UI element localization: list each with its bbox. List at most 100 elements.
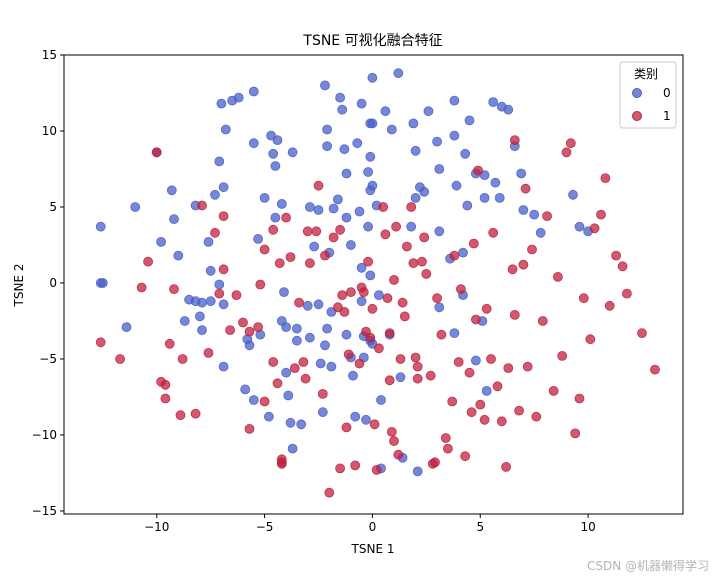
point-class-1 — [395, 354, 406, 364]
plot-frame — [63, 54, 684, 515]
point-class-1 — [419, 232, 430, 243]
point-class-0 — [356, 262, 367, 273]
point-class-0 — [367, 118, 378, 129]
y-tick-label: −5 — [39, 352, 57, 366]
point-class-1 — [302, 226, 313, 237]
point-class-0 — [460, 148, 471, 159]
point-class-0 — [335, 92, 346, 103]
point-class-0 — [516, 168, 527, 179]
point-class-0 — [361, 414, 371, 425]
point-class-0 — [423, 106, 434, 117]
point-class-1 — [169, 284, 179, 295]
point-class-1 — [527, 244, 537, 255]
point-class-0 — [345, 240, 356, 250]
point-class-0 — [218, 299, 229, 310]
point-class-1 — [391, 221, 402, 232]
point-class-0 — [304, 332, 315, 343]
point-class-1 — [350, 460, 361, 471]
point-class-0 — [281, 367, 292, 378]
point-class-0 — [367, 72, 378, 83]
point-class-0 — [205, 296, 216, 307]
y-axis: −15 −10 −5 0 5 10 15 — [32, 48, 64, 518]
point-class-0 — [449, 95, 460, 106]
point-class-0 — [365, 270, 376, 281]
point-class-1 — [259, 396, 270, 407]
y-tick-label: 15 — [42, 48, 57, 62]
point-class-1 — [410, 352, 421, 363]
point-class-1 — [255, 279, 266, 290]
point-class-0 — [354, 206, 365, 217]
point-class-1 — [412, 361, 423, 372]
point-class-1 — [537, 316, 548, 326]
point-class-1 — [363, 256, 374, 267]
point-class-0 — [348, 370, 358, 381]
point-class-0 — [449, 328, 460, 339]
point-class-1 — [486, 354, 496, 364]
point-class-0 — [233, 92, 244, 103]
y-tick-label: −10 — [32, 428, 57, 442]
point-class-1 — [475, 399, 486, 410]
point-class-1 — [203, 347, 214, 358]
point-class-0 — [376, 395, 386, 405]
point-class-1 — [531, 411, 542, 422]
point-class-1 — [197, 200, 207, 211]
point-class-1 — [468, 238, 479, 249]
point-class-0 — [276, 198, 287, 209]
point-class-1 — [447, 396, 458, 407]
point-class-0 — [419, 186, 430, 197]
point-class-0 — [304, 202, 315, 212]
point-class-1 — [565, 138, 576, 149]
point-class-0 — [408, 118, 419, 129]
point-class-0 — [197, 297, 207, 308]
points-layer — [95, 68, 660, 498]
point-class-1 — [175, 410, 186, 421]
point-class-1 — [611, 250, 621, 261]
point-class-0 — [281, 322, 292, 333]
point-class-0 — [337, 104, 348, 115]
point-class-1 — [272, 378, 283, 389]
point-class-0 — [322, 141, 333, 152]
x-axis-label: TSNE 1 — [351, 542, 395, 556]
point-class-1 — [393, 449, 404, 460]
point-class-1 — [378, 202, 389, 212]
point-class-1 — [522, 361, 533, 372]
point-class-1 — [190, 408, 201, 419]
point-class-0 — [449, 130, 460, 141]
point-class-1 — [151, 147, 162, 158]
point-class-1 — [160, 393, 171, 404]
y-tick-label: 5 — [49, 200, 57, 214]
point-class-0 — [518, 205, 529, 215]
point-class-1 — [518, 259, 529, 270]
point-class-1 — [408, 258, 419, 269]
point-class-1 — [341, 422, 352, 433]
point-class-1 — [585, 334, 596, 345]
point-class-0 — [244, 340, 255, 351]
point-class-0 — [363, 167, 374, 177]
point-class-1 — [95, 337, 106, 348]
point-class-0 — [253, 233, 264, 244]
point-class-1 — [373, 343, 384, 354]
point-class-1 — [253, 322, 264, 333]
point-class-1 — [298, 357, 309, 367]
point-class-0 — [279, 287, 289, 298]
point-class-0 — [130, 202, 141, 212]
point-class-1 — [337, 290, 348, 301]
point-class-1 — [218, 211, 229, 222]
point-class-0 — [488, 97, 499, 107]
point-class-0 — [494, 192, 505, 203]
point-class-0 — [365, 151, 376, 162]
point-class-1 — [143, 256, 154, 267]
point-class-0 — [218, 182, 229, 193]
point-class-0 — [393, 68, 404, 79]
point-class-1 — [389, 436, 399, 446]
point-class-0 — [248, 86, 259, 97]
point-class-0 — [363, 221, 374, 232]
point-class-1 — [225, 325, 236, 336]
point-class-0 — [432, 136, 443, 147]
point-class-1 — [384, 328, 395, 339]
point-class-1 — [617, 261, 628, 272]
point-class-0 — [287, 443, 298, 454]
point-class-1 — [343, 349, 354, 360]
point-class-0 — [341, 329, 352, 340]
point-class-1 — [289, 363, 300, 374]
